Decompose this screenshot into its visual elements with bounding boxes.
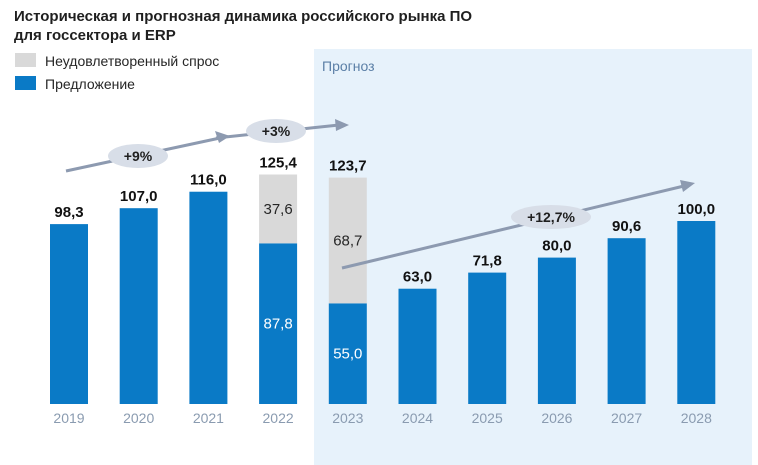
bar-supply-2023 xyxy=(328,303,367,404)
tick-label-2027: 2027 xyxy=(611,410,642,426)
label-total-2023: 123,7 xyxy=(329,158,367,175)
label-total-2021: 116,0 xyxy=(190,172,227,189)
tick-label-2023: 2023 xyxy=(332,410,363,426)
growth-badge-1 xyxy=(108,144,168,168)
label-supply-2022: 87,8 xyxy=(263,316,292,333)
bar-supply-2026 xyxy=(537,257,576,404)
bar-supply-2024 xyxy=(398,288,437,404)
tick-label-2026: 2026 xyxy=(541,410,572,426)
x-axis-ticks: 2019 2020 2021 2022 2023 2024 2025 2026 2027 2028 xyxy=(53,410,712,426)
label-total-2025: 71,8 xyxy=(473,253,502,270)
label-supply-2023: 55,0 xyxy=(333,346,362,363)
tick-label-2028: 2028 xyxy=(681,410,712,426)
bar-unmet-demand-2023 xyxy=(328,177,367,304)
forecast-label: Прогноз xyxy=(322,58,375,74)
bar-supply-2020 xyxy=(119,208,158,404)
bar-unmet-demand-2022 xyxy=(259,174,298,244)
bar-supply-2025 xyxy=(468,272,507,404)
bar-supply-2027 xyxy=(607,238,646,404)
legend-swatch-unmet-demand xyxy=(15,53,36,67)
bar-supply-2019 xyxy=(50,224,88,404)
tick-label-2021: 2021 xyxy=(193,410,224,426)
growth-label-1: +9% xyxy=(124,148,153,164)
growth-arrow-head-3 xyxy=(680,180,695,192)
label-unmet-demand-2022: 37,6 xyxy=(263,201,292,218)
label-total-2027: 90,6 xyxy=(612,218,641,235)
bar-supply-2021 xyxy=(189,191,228,404)
label-total-2028: 100,0 xyxy=(678,201,716,218)
chart-title-line-2: для госсектора и ERP xyxy=(14,27,176,44)
tick-label-2019: 2019 xyxy=(53,410,84,426)
label-unmet-demand-2023: 68,7 xyxy=(333,232,362,249)
label-total-2026: 80,0 xyxy=(542,238,571,255)
bar-supply-2022 xyxy=(259,243,298,404)
legend: Неудовлетворенный спрос Предложение xyxy=(15,53,219,92)
legend-label-supply: Предложение xyxy=(45,76,135,92)
growth-label-3: +12,7% xyxy=(527,209,575,225)
chart-title-line-1: Историческая и прогнозная динамика росси… xyxy=(14,8,472,25)
legend-swatch-supply xyxy=(15,76,36,90)
growth-badge-3 xyxy=(511,205,591,229)
tick-label-2022: 2022 xyxy=(263,410,294,426)
growth-arrows: +9% +3% +12,7% xyxy=(65,119,695,270)
label-total-2022: 125,4 xyxy=(259,155,297,172)
tick-label-2020: 2020 xyxy=(123,410,154,426)
label-total-2024: 63,0 xyxy=(403,269,432,286)
growth-badge-2 xyxy=(246,119,306,143)
bar-supply-2028 xyxy=(677,221,716,404)
bars xyxy=(50,174,716,404)
legend-label-unmet-demand: Неудовлетворенный спрос xyxy=(45,53,219,69)
tick-label-2024: 2024 xyxy=(402,410,433,426)
growth-arrow-head-2 xyxy=(335,119,349,131)
label-total-2020: 107,0 xyxy=(120,188,158,205)
label-total-2019: 98,3 xyxy=(54,204,83,221)
tick-label-2025: 2025 xyxy=(472,410,503,426)
data-labels: 98,3 107,0 116,0 37,6 87,8 125,4 68,7 55,0 123,7… xyxy=(54,155,715,363)
growth-label-2: +3% xyxy=(262,123,291,139)
growth-arrow-line-3 xyxy=(341,184,685,270)
